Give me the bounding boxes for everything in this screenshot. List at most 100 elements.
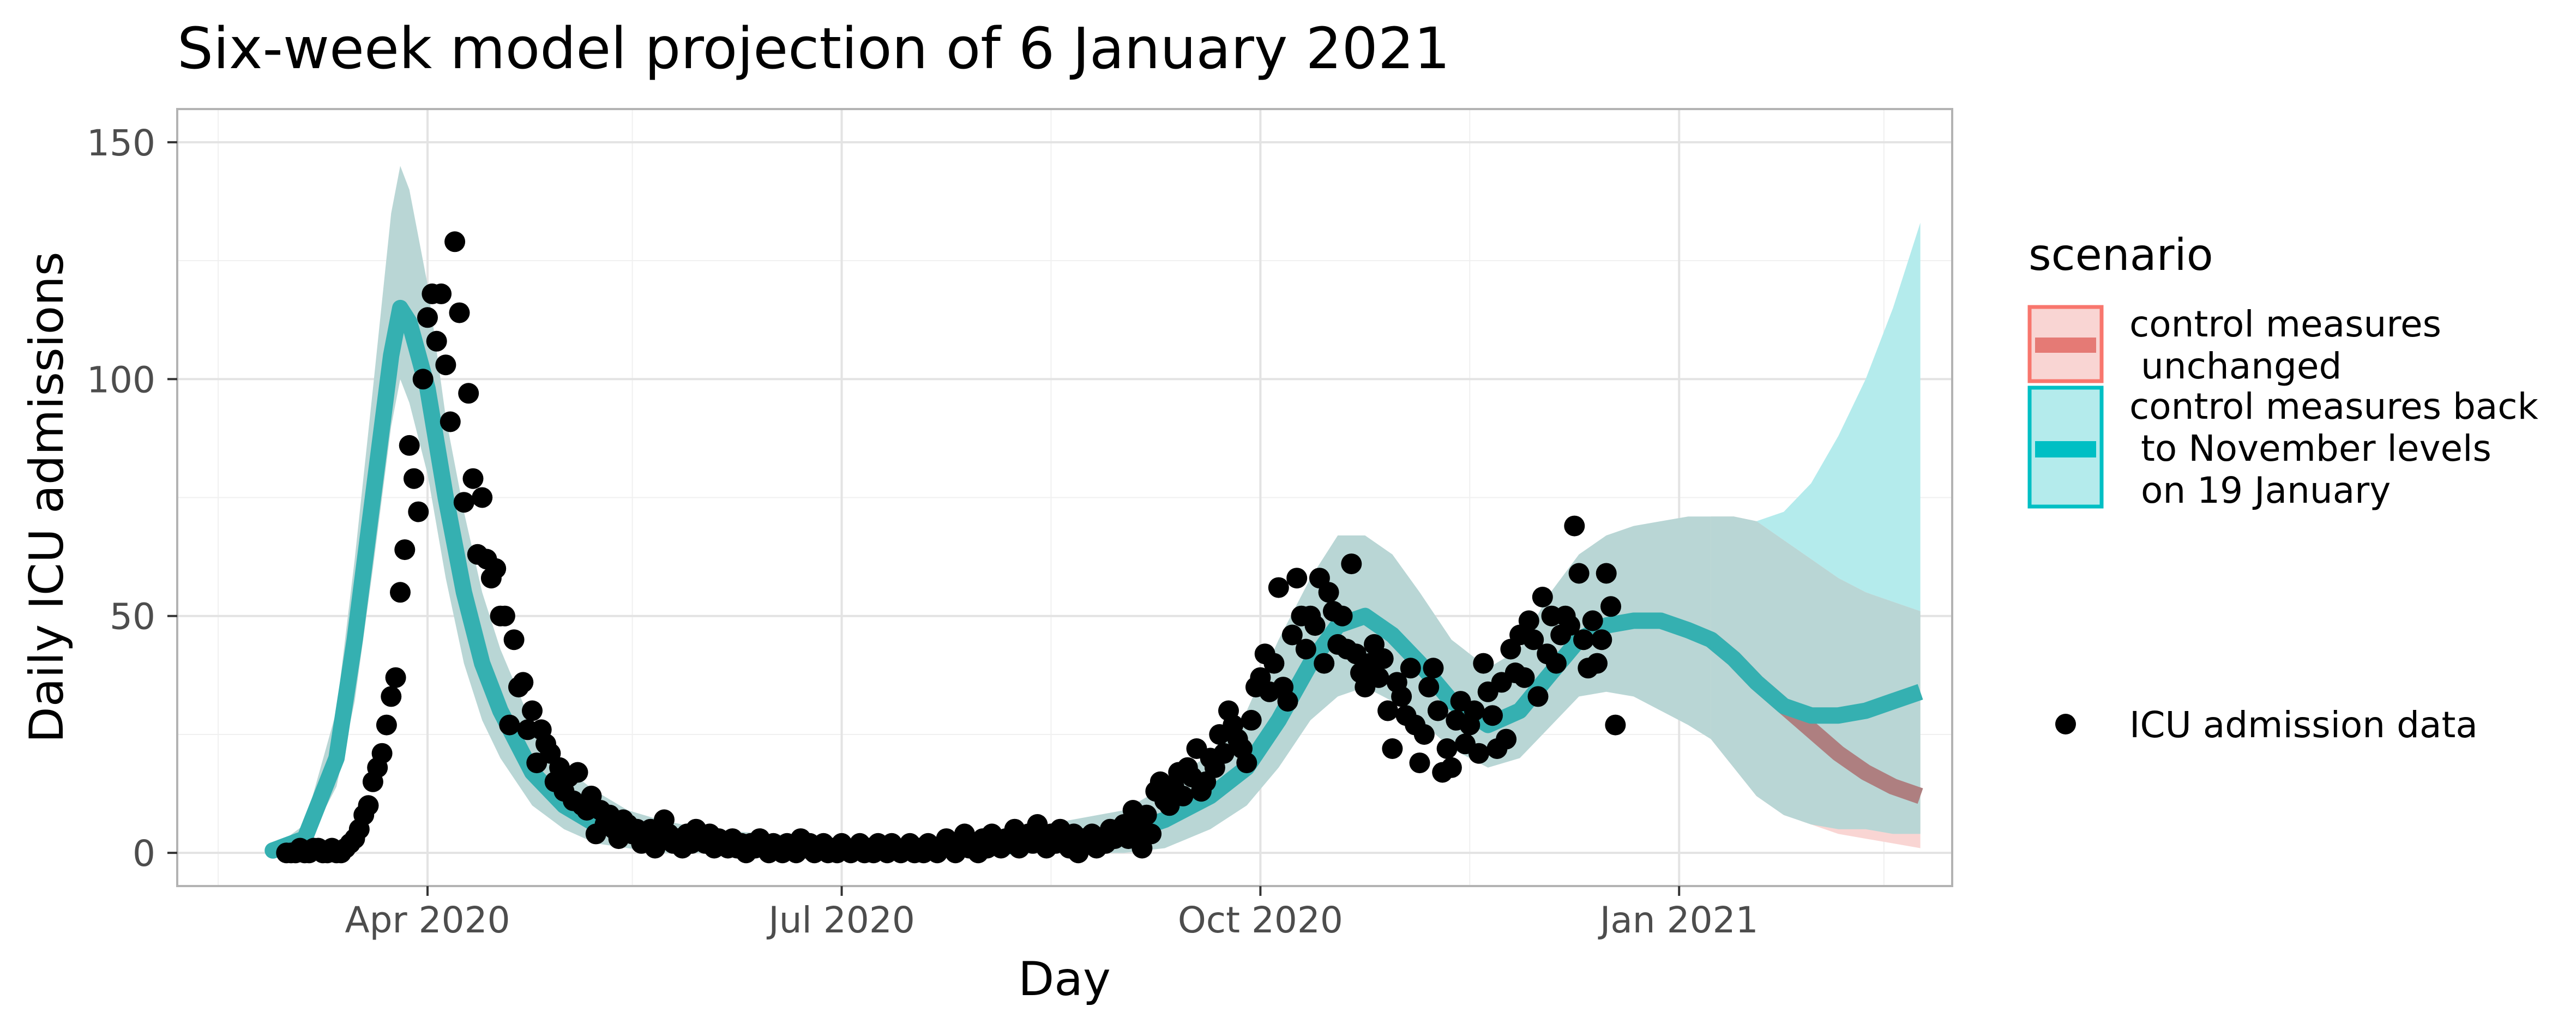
x-tick-label: Apr 2020 [345, 899, 510, 941]
icu-data-point [1605, 714, 1626, 736]
icu-data-point [1527, 686, 1549, 707]
icu-data-point [522, 700, 543, 721]
x-tick-label: Oct 2020 [1178, 899, 1343, 941]
icu-data-point [499, 714, 520, 736]
icu-data-point [1368, 667, 1389, 688]
y-tick-label: 150 [87, 122, 155, 164]
icu-data-point [385, 667, 406, 688]
icu-data-point [1295, 639, 1316, 660]
icu-data-point [1281, 624, 1303, 646]
legend-label-november: control measures back to November levels… [2129, 386, 2541, 511]
icu-data-point [1596, 563, 1617, 584]
icu-data-point [444, 231, 466, 252]
icu-data-point [1468, 743, 1489, 764]
icu-data-point [1523, 629, 1544, 650]
icu-data-point [1532, 587, 1553, 607]
icu-data-point [1464, 700, 1485, 721]
icu-data-point [1427, 700, 1448, 721]
icu-data-point [1518, 610, 1539, 631]
icu-data-point [431, 283, 452, 304]
projection-overlap-band [1711, 516, 1921, 834]
icu-data-point [513, 672, 534, 693]
icu-data-point [494, 605, 515, 627]
icu-data-point [1286, 568, 1308, 589]
icu-data-point [462, 468, 484, 489]
icu-data-point [412, 369, 434, 390]
icu-data-point [1564, 515, 1585, 537]
icu-data-point [1545, 653, 1567, 674]
legend-label-icu-points: ICU admission data [2129, 704, 2478, 746]
x-tick-label: Jul 2020 [766, 899, 915, 941]
icu-data-point [426, 330, 447, 352]
legend-label-november-line-1: control measures back [2129, 386, 2539, 427]
legend-label-unchanged-line-1: control measures [2129, 303, 2441, 345]
icu-data-point [1373, 648, 1394, 669]
icu-data-point [1568, 563, 1590, 584]
icu-data-point [1332, 605, 1353, 627]
icu-data-point [1141, 823, 1162, 845]
icu-data-point [1413, 724, 1435, 745]
icu-data-point [1441, 757, 1462, 778]
icu-data-point [1582, 610, 1603, 631]
y-tick-label: 50 [110, 596, 155, 638]
x-tick-label: Jan 2021 [1598, 899, 1759, 941]
legend-key-november [2027, 386, 2104, 509]
icu-data-point [394, 539, 416, 561]
icu-data-point [1514, 667, 1535, 688]
icu-data-point [1304, 615, 1326, 636]
icu-data-point [1318, 582, 1339, 603]
icu-data-point [1268, 577, 1289, 598]
y-tick-label: 100 [87, 359, 155, 401]
icu-data-point [453, 492, 474, 513]
icu-data-point [1391, 686, 1412, 707]
icu-data-point [1277, 691, 1298, 712]
legend-label-unchanged: control measures unchanged [2129, 303, 2444, 387]
icu-data-point [1263, 653, 1285, 674]
icu-data-point [1600, 596, 1621, 617]
icu-data-point [381, 686, 402, 707]
icu-data-point [472, 487, 493, 508]
icu-data-point [1382, 738, 1403, 759]
icu-data-point [1418, 677, 1440, 698]
icu-data-point [1314, 653, 1335, 674]
icu-data-point [503, 629, 525, 650]
icu-data-point [1136, 804, 1157, 826]
icu-data-point [1423, 658, 1444, 679]
icu-data-point [1473, 653, 1494, 674]
x-axis-title: Day [1018, 952, 1111, 1007]
icu-data-point [440, 411, 461, 432]
icu-data-point [1496, 728, 1517, 750]
icu-data-point [458, 383, 479, 404]
icu-data-point [408, 501, 429, 522]
legend-label-november-line-3: on 19 January [2129, 469, 2391, 511]
chart-title: Six-week model projection of 6 January 2… [177, 15, 1450, 82]
legend-key-unchanged [2027, 305, 2104, 383]
icu-data-point [358, 795, 379, 816]
icu-data-point [485, 558, 507, 579]
icu-data-point [1213, 743, 1235, 764]
icu-data-point [1409, 752, 1430, 774]
icu-data-point [435, 354, 456, 376]
icu-data-point [390, 582, 411, 603]
icu-data-point [1436, 738, 1458, 759]
icu-data-point [1559, 615, 1580, 636]
plot-border [176, 108, 1953, 887]
icu-data-point [1573, 629, 1594, 650]
icu-data-point [1482, 705, 1503, 726]
icu-data-point [376, 714, 397, 736]
icu-data-point [1341, 553, 1362, 575]
icu-data-point [1377, 700, 1399, 721]
icu-data-point [567, 762, 588, 783]
icu-data-point [404, 468, 424, 489]
legend: scenario control measures unchanged cont… [2027, 230, 2541, 746]
icu-data-point [371, 743, 393, 764]
icu-data-points [276, 231, 1626, 864]
legend-label-november-line-2: to November levels [2129, 427, 2491, 469]
model-fit-band [273, 166, 1711, 853]
icu-data-point [1236, 752, 1257, 774]
november-projection-line [1706, 633, 1923, 724]
y-axis-title: Daily ICU admissions [20, 251, 74, 743]
icu-data-point [1241, 709, 1262, 731]
axis-ticks: Apr 2020 Jul 2020 Oct 2020 Jan 2021 0 50 100 15… [87, 122, 1759, 941]
